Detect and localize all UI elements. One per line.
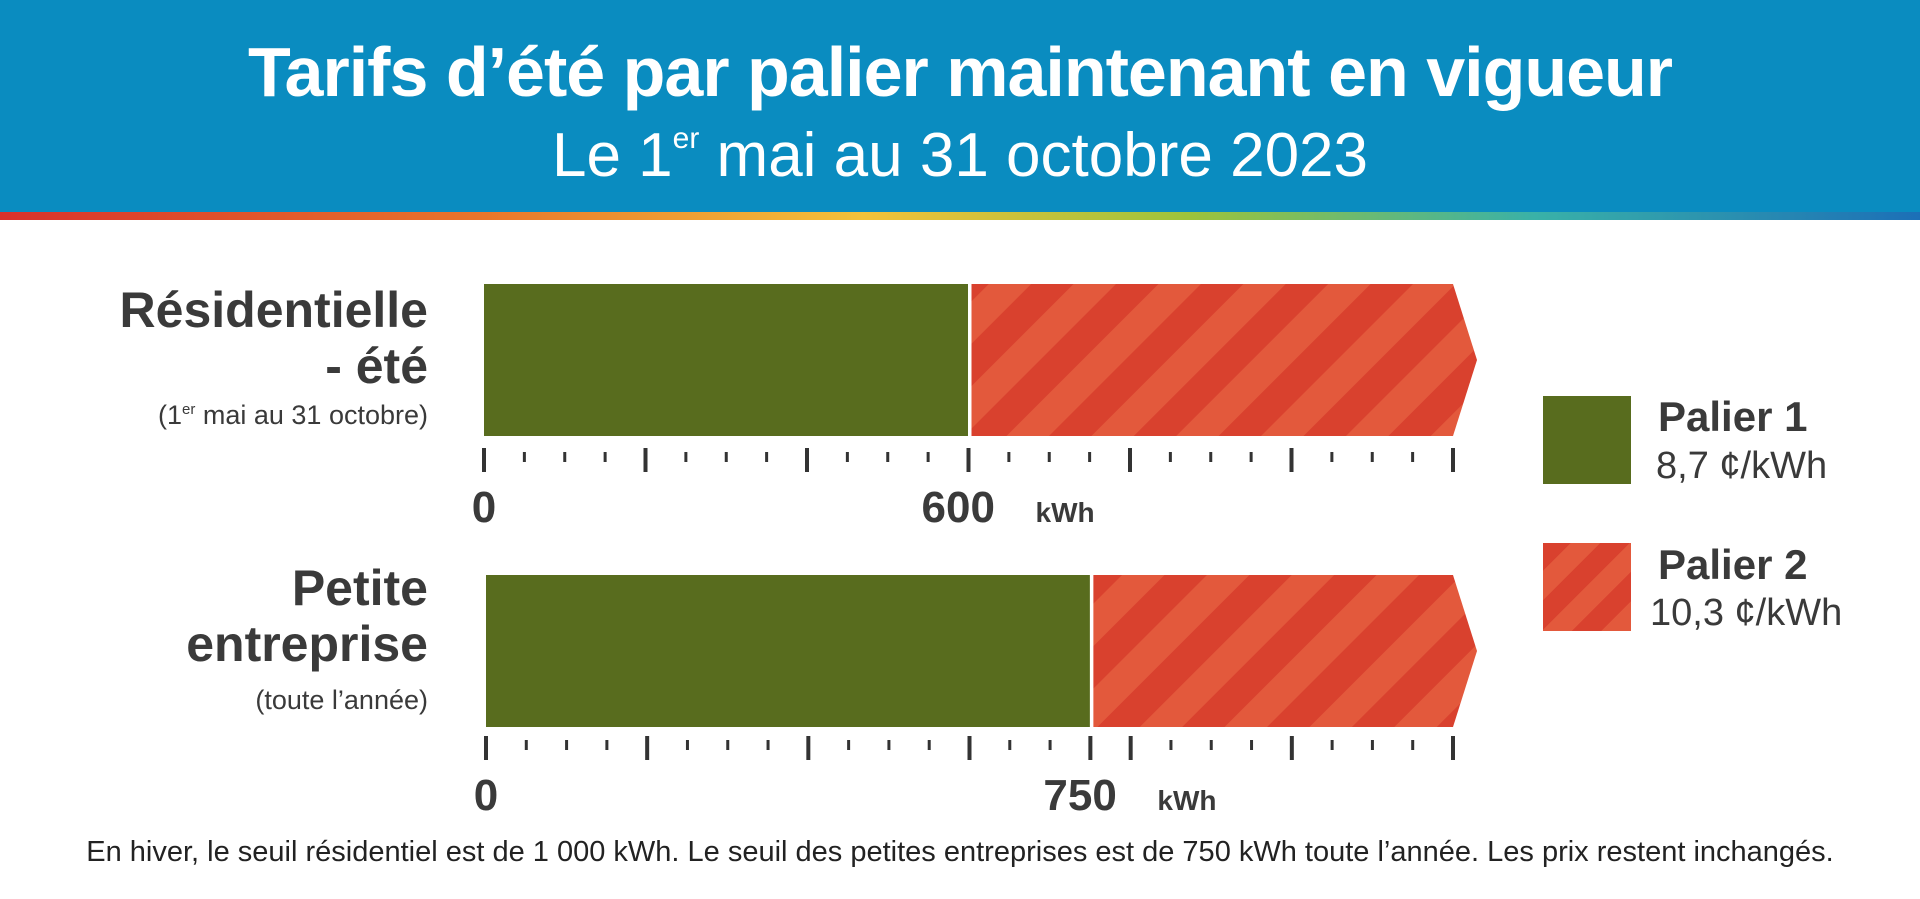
tick-label-threshold: 750	[1043, 771, 1116, 820]
tick-label-zero: 0	[474, 771, 498, 820]
subtitle-rest: mai au 31 octobre 2023	[699, 121, 1369, 190]
business-title-line1: Petite	[291, 560, 428, 616]
tier1-bar	[486, 575, 1091, 727]
tier2-bar	[971, 284, 1477, 436]
legend-swatch-tier2	[1543, 543, 1631, 631]
legend-tier2-name: Palier 2	[1658, 541, 1808, 588]
tick-label-zero: 0	[472, 483, 496, 532]
residential-subtitle: (1er mai au 31 octobre)	[158, 400, 428, 431]
header-banner: Tarifs d’été par palier maintenant en vi…	[0, 0, 1920, 212]
residential-sub-rest: mai au 31 octobre)	[195, 400, 428, 430]
tier1-bar	[484, 284, 969, 436]
tier2-bar	[1093, 575, 1477, 727]
business-subtitle: (toute l’année)	[255, 685, 428, 715]
subtitle-superscript: er	[672, 122, 700, 155]
residential-sub-prefix: (1	[158, 400, 183, 430]
footnote: En hiver, le seuil résidentiel est de 1 …	[86, 836, 1834, 868]
legend-tier1-name: Palier 1	[1658, 393, 1808, 440]
residential-title-line1: Résidentielle	[119, 282, 428, 338]
axis-unit-label: kWh	[1036, 497, 1095, 528]
page-title: Tarifs d’été par palier maintenant en vi…	[247, 33, 1673, 111]
rainbow-divider	[0, 212, 1920, 220]
axis-unit-label: kWh	[1157, 785, 1216, 816]
page-subtitle: Le 1er mai au 31 octobre 2023	[0, 120, 1920, 191]
residential-title: Résidentielle - été	[120, 282, 428, 394]
subtitle-prefix: Le 1	[551, 121, 673, 190]
legend-tier1-rate: 8,7 ¢/kWh	[1656, 445, 1828, 487]
legend-tier2-rate: 10,3 ¢/kWh	[1650, 592, 1843, 634]
business-title: Petite entreprise	[186, 560, 428, 672]
residential-title-line2: - été	[325, 338, 428, 394]
residential-sub-sup: er	[182, 401, 196, 418]
business-title-line2: entreprise	[186, 616, 428, 672]
legend-swatch-tier1	[1543, 396, 1631, 484]
tick-label-threshold: 600	[922, 483, 995, 532]
